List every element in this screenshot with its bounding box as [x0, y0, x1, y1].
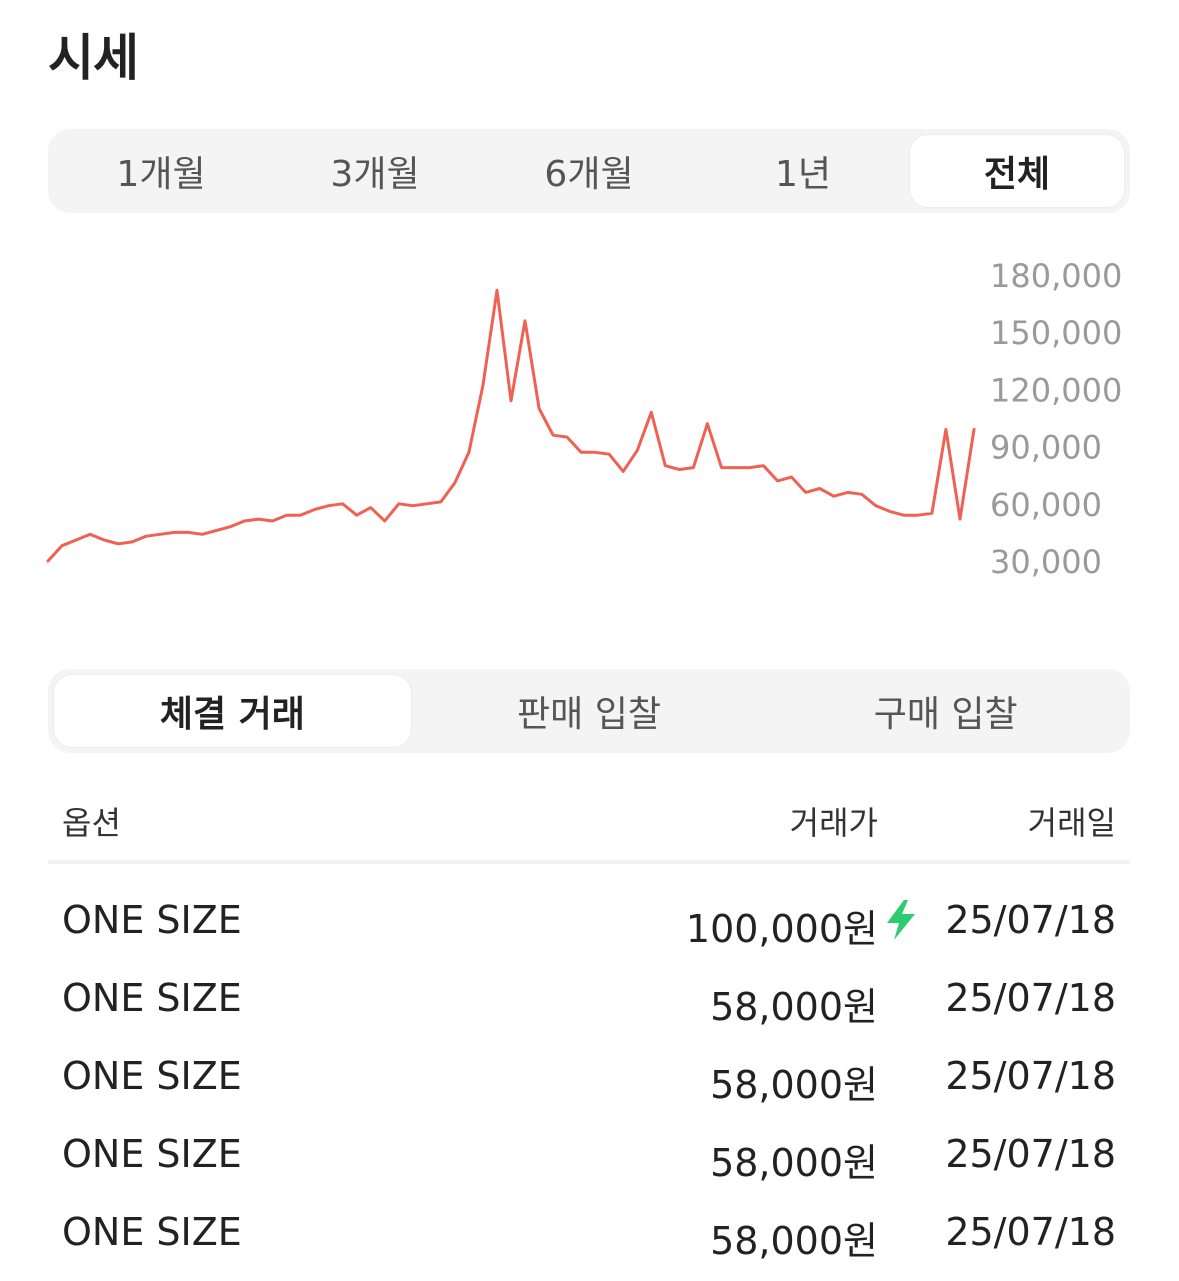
- row-option: ONE SIZE: [62, 976, 242, 1020]
- row-date: 25/07/18: [945, 1210, 1116, 1254]
- trade-table-header: 옵션 거래가 거래일: [48, 790, 1130, 864]
- table-row: ONE SIZE 58,000원 25/07/18: [48, 1114, 1130, 1192]
- tab-buy-bids[interactable]: 구매 입찰: [873, 694, 1018, 735]
- y-axis-ticks: 180,000 150,000 120,000 90,000 60,000 30,000: [990, 257, 1122, 581]
- y-tick-label: 180,000: [990, 257, 1122, 295]
- tab-sell-bids[interactable]: 판매 입찰: [517, 694, 661, 735]
- tab-1-year[interactable]: 1년: [774, 154, 832, 195]
- tab-all[interactable]: 전체: [910, 135, 1124, 207]
- tab-3-months[interactable]: 3개월: [330, 154, 420, 195]
- lightning-bolt-icon: [887, 900, 915, 940]
- header-price: 거래가: [789, 804, 878, 842]
- row-price: 58,000원: [710, 985, 878, 1029]
- y-tick-label: 30,000: [990, 543, 1102, 581]
- trade-tabs: 체결 거래 판매 입찰 구매 입찰: [48, 669, 1130, 753]
- row-option: ONE SIZE: [62, 898, 242, 942]
- row-date: 25/07/18: [945, 898, 1116, 942]
- row-date: 25/07/18: [945, 976, 1116, 1020]
- table-row: ONE SIZE 58,000원 25/07/18: [48, 958, 1130, 1036]
- row-date: 25/07/18: [945, 1132, 1116, 1176]
- price-line-series: [46, 288, 976, 563]
- trade-table-body: ONE SIZE 100,000원 25/07/18 ONE SIZE 58,0…: [48, 880, 1130, 1270]
- table-row: ONE SIZE 100,000원 25/07/18: [48, 880, 1130, 958]
- y-tick-label: 150,000: [990, 314, 1122, 352]
- row-date: 25/07/18: [945, 1054, 1116, 1098]
- row-price: 58,000원: [710, 1141, 878, 1185]
- row-option: ONE SIZE: [62, 1132, 242, 1176]
- page-title: 시세: [48, 29, 139, 87]
- tab-1-month[interactable]: 1개월: [116, 154, 206, 195]
- table-row: ONE SIZE 58,000원 25/07/18: [48, 1192, 1130, 1270]
- header-option: 옵션: [62, 804, 121, 842]
- row-price: 58,000원: [710, 1063, 878, 1107]
- header-date: 거래일: [1027, 804, 1116, 842]
- y-tick-label: 120,000: [990, 371, 1122, 409]
- row-price: 58,000원: [710, 1219, 878, 1263]
- tab-completed-trades[interactable]: 체결 거래: [54, 675, 411, 747]
- tab-6-months[interactable]: 6개월: [544, 154, 634, 195]
- row-price: 100,000원: [685, 907, 878, 951]
- table-row: ONE SIZE 58,000원 25/07/18: [48, 1036, 1130, 1114]
- row-option: ONE SIZE: [62, 1210, 242, 1254]
- period-tabs: 1개월 3개월 6개월 1년 전체: [48, 129, 1130, 213]
- y-tick-label: 60,000: [990, 486, 1102, 524]
- y-tick-label: 90,000: [990, 429, 1102, 467]
- row-option: ONE SIZE: [62, 1054, 242, 1098]
- price-chart[interactable]: 180,000 150,000 120,000 90,000 60,000 30,000: [0, 240, 1179, 610]
